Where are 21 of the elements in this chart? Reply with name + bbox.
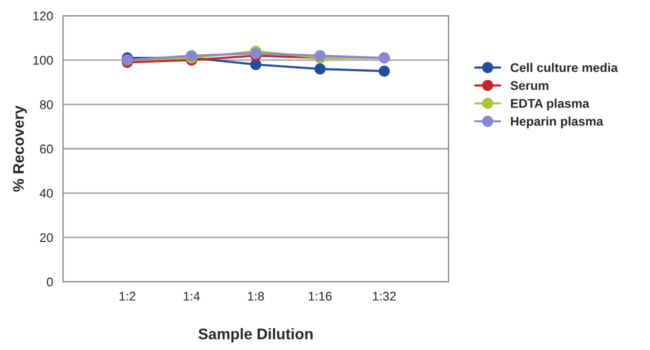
legend-label: EDTA plasma — [511, 98, 590, 110]
x-tick-label: 1:8 — [248, 292, 264, 301]
x-tick-label: 1:32 — [373, 292, 396, 301]
legend-label: Heparin plasma — [511, 116, 604, 128]
y-tick-label: 20 — [40, 233, 53, 242]
point — [378, 66, 390, 77]
x-tick-label: 1:4 — [184, 292, 200, 301]
x-axis-title: Sample Dilution — [198, 328, 313, 342]
y-tick-label: 0 — [46, 278, 53, 286]
legend-label: Cell culture media — [510, 62, 618, 72]
y-axis-title: % Recovery — [13, 106, 27, 192]
point — [314, 63, 326, 75]
y-tick-label: 120 — [33, 12, 53, 20]
y-tick-label: 40 — [40, 188, 53, 198]
y-tick-label: 80 — [40, 100, 53, 110]
x-tick-label: 1:2 — [120, 292, 136, 301]
point — [250, 58, 262, 70]
y-tick-label: 100 — [33, 56, 53, 65]
legend-label: Serum — [510, 81, 548, 90]
y-tick-label: 60 — [40, 144, 53, 154]
x-tick-label: 1:16 — [308, 292, 332, 301]
